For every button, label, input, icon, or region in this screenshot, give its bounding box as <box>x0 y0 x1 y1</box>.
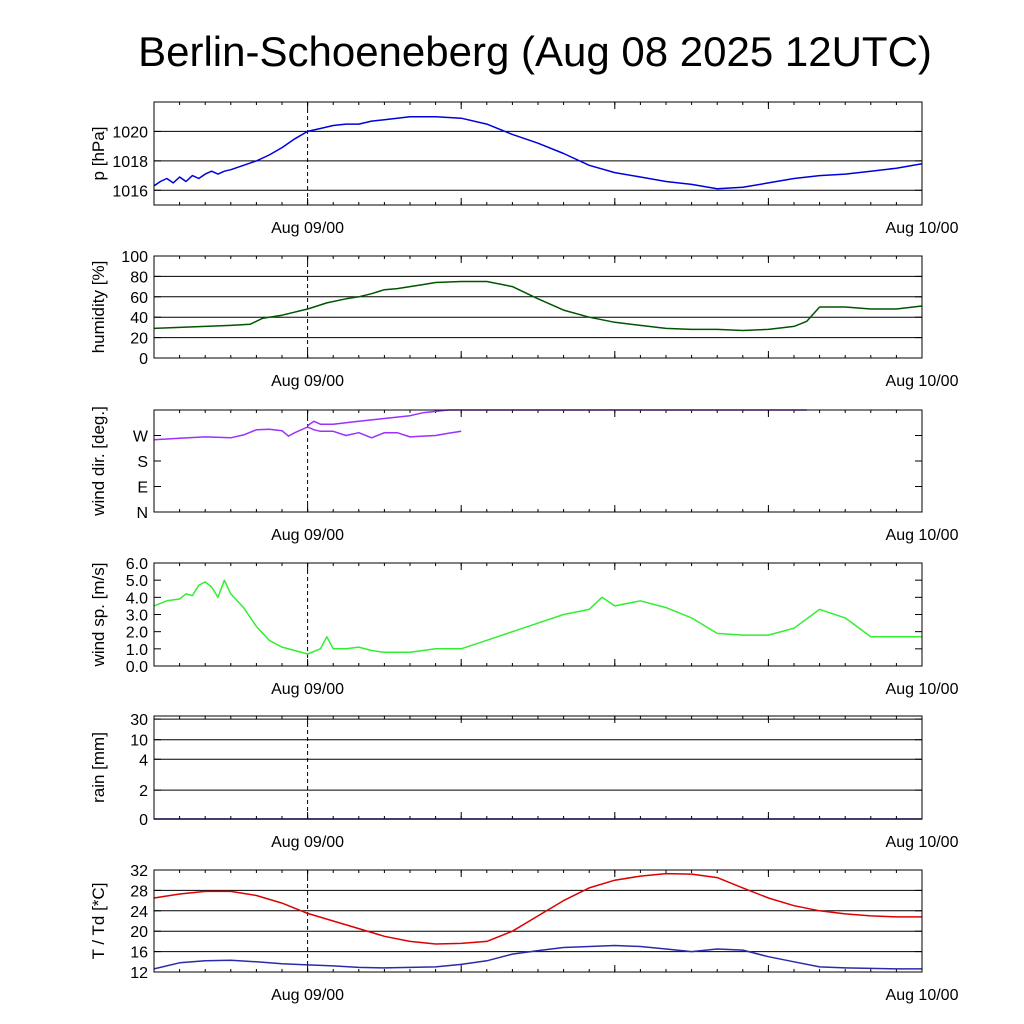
y-axis-label: T / Td [*C] <box>89 883 108 960</box>
y-tick-label: 20 <box>130 331 148 348</box>
panel-5: 12 16 20 24 28 32 Aug 09/00 Aug 10/00 T / Td [*C… <box>89 863 959 1004</box>
y-tick-label: 30 <box>130 712 148 729</box>
y-tick-label: 100 <box>121 249 148 266</box>
y-tick-label: 4.0 <box>126 590 148 607</box>
y-tick-label: 20 <box>130 924 148 941</box>
panel-4: 0 2 4 10 30 Aug 09/00 Aug 10/00 rain [mm] <box>89 712 959 851</box>
panel-frame <box>153 255 923 359</box>
x-tick-label: Aug 09/00 <box>271 834 344 851</box>
y-axis-label: rain [mm] <box>89 732 108 803</box>
y-tick-label: 60 <box>130 290 148 307</box>
series-line-0 <box>153 280 923 332</box>
y-tick-label: S <box>137 454 148 471</box>
y-tick-label: N <box>136 505 148 522</box>
y-tick-label: 1018 <box>112 154 148 171</box>
y-axis-label: p [hPa] <box>89 127 108 181</box>
panel-frame <box>153 562 923 667</box>
panel-0: 1016 1018 1020 Aug 09/00 Aug 10/00 p [hPa] <box>89 101 959 237</box>
x-tick-label: Aug 10/00 <box>886 681 959 698</box>
x-tick-label: Aug 10/00 <box>886 834 959 851</box>
y-tick-label: 28 <box>130 883 148 900</box>
y-tick-label: 2.0 <box>126 625 148 642</box>
series-line-0 <box>153 872 922 945</box>
panel-frame <box>153 715 923 820</box>
x-tick-label: Aug 10/00 <box>886 220 959 237</box>
y-tick-label: 2 <box>139 783 148 800</box>
series-line-0 <box>153 579 922 655</box>
series-line-1 <box>153 944 922 970</box>
y-axis-label: wind sp. [m/s] <box>89 563 108 668</box>
x-tick-label: Aug 10/00 <box>886 527 959 544</box>
y-tick-label: 16 <box>130 945 148 962</box>
y-axis-label: wind dir. [deg.] <box>89 406 108 517</box>
y-tick-label: 12 <box>130 965 148 982</box>
x-tick-label: Aug 09/00 <box>271 987 344 1004</box>
series-line-0 <box>153 426 462 441</box>
x-tick-label: Aug 09/00 <box>271 681 344 698</box>
x-tick-label: Aug 09/00 <box>271 527 344 544</box>
y-tick-label: E <box>137 480 148 497</box>
panel-3: 0.01.02.03.04.05.06.0 Aug 09/00 Aug 10/00 w… <box>89 556 959 698</box>
y-tick-label: 1020 <box>112 124 148 141</box>
y-tick-label: 4 <box>139 752 148 769</box>
y-tick-label: 80 <box>130 269 148 286</box>
y-tick-label: 0 <box>139 351 148 368</box>
y-tick-label: 3.0 <box>126 608 148 625</box>
x-tick-label: Aug 10/00 <box>886 987 959 1004</box>
series-line-1 <box>307 409 807 427</box>
y-tick-label: 0.0 <box>126 659 148 676</box>
y-tick-label: 5.0 <box>126 573 148 590</box>
y-axis-label: humidity [%] <box>89 261 108 354</box>
y-tick-label: 6.0 <box>126 556 148 573</box>
y-tick-label: W <box>133 429 149 446</box>
y-tick-label: 0 <box>139 812 148 829</box>
series-line-0 <box>153 115 923 190</box>
y-tick-label: 10 <box>130 733 148 750</box>
x-tick-label: Aug 10/00 <box>886 373 959 390</box>
y-tick-label: 32 <box>130 863 148 880</box>
y-tick-label: 1016 <box>112 183 148 200</box>
panel-frame <box>153 101 923 206</box>
x-tick-label: Aug 09/00 <box>271 220 344 237</box>
y-tick-label: 24 <box>130 904 148 921</box>
y-tick-label: 1.0 <box>126 642 148 659</box>
y-tick-label: 40 <box>130 310 148 327</box>
x-tick-label: Aug 09/00 <box>271 373 344 390</box>
chart-title: Berlin-Schoeneberg (Aug 08 2025 12UTC) <box>138 28 932 75</box>
panel-frame <box>153 409 923 513</box>
panel-1: 0 20 40 60 80 100 Aug 09/00 Aug 10/00 humidity [… <box>89 249 959 390</box>
panel-frame <box>153 869 923 973</box>
